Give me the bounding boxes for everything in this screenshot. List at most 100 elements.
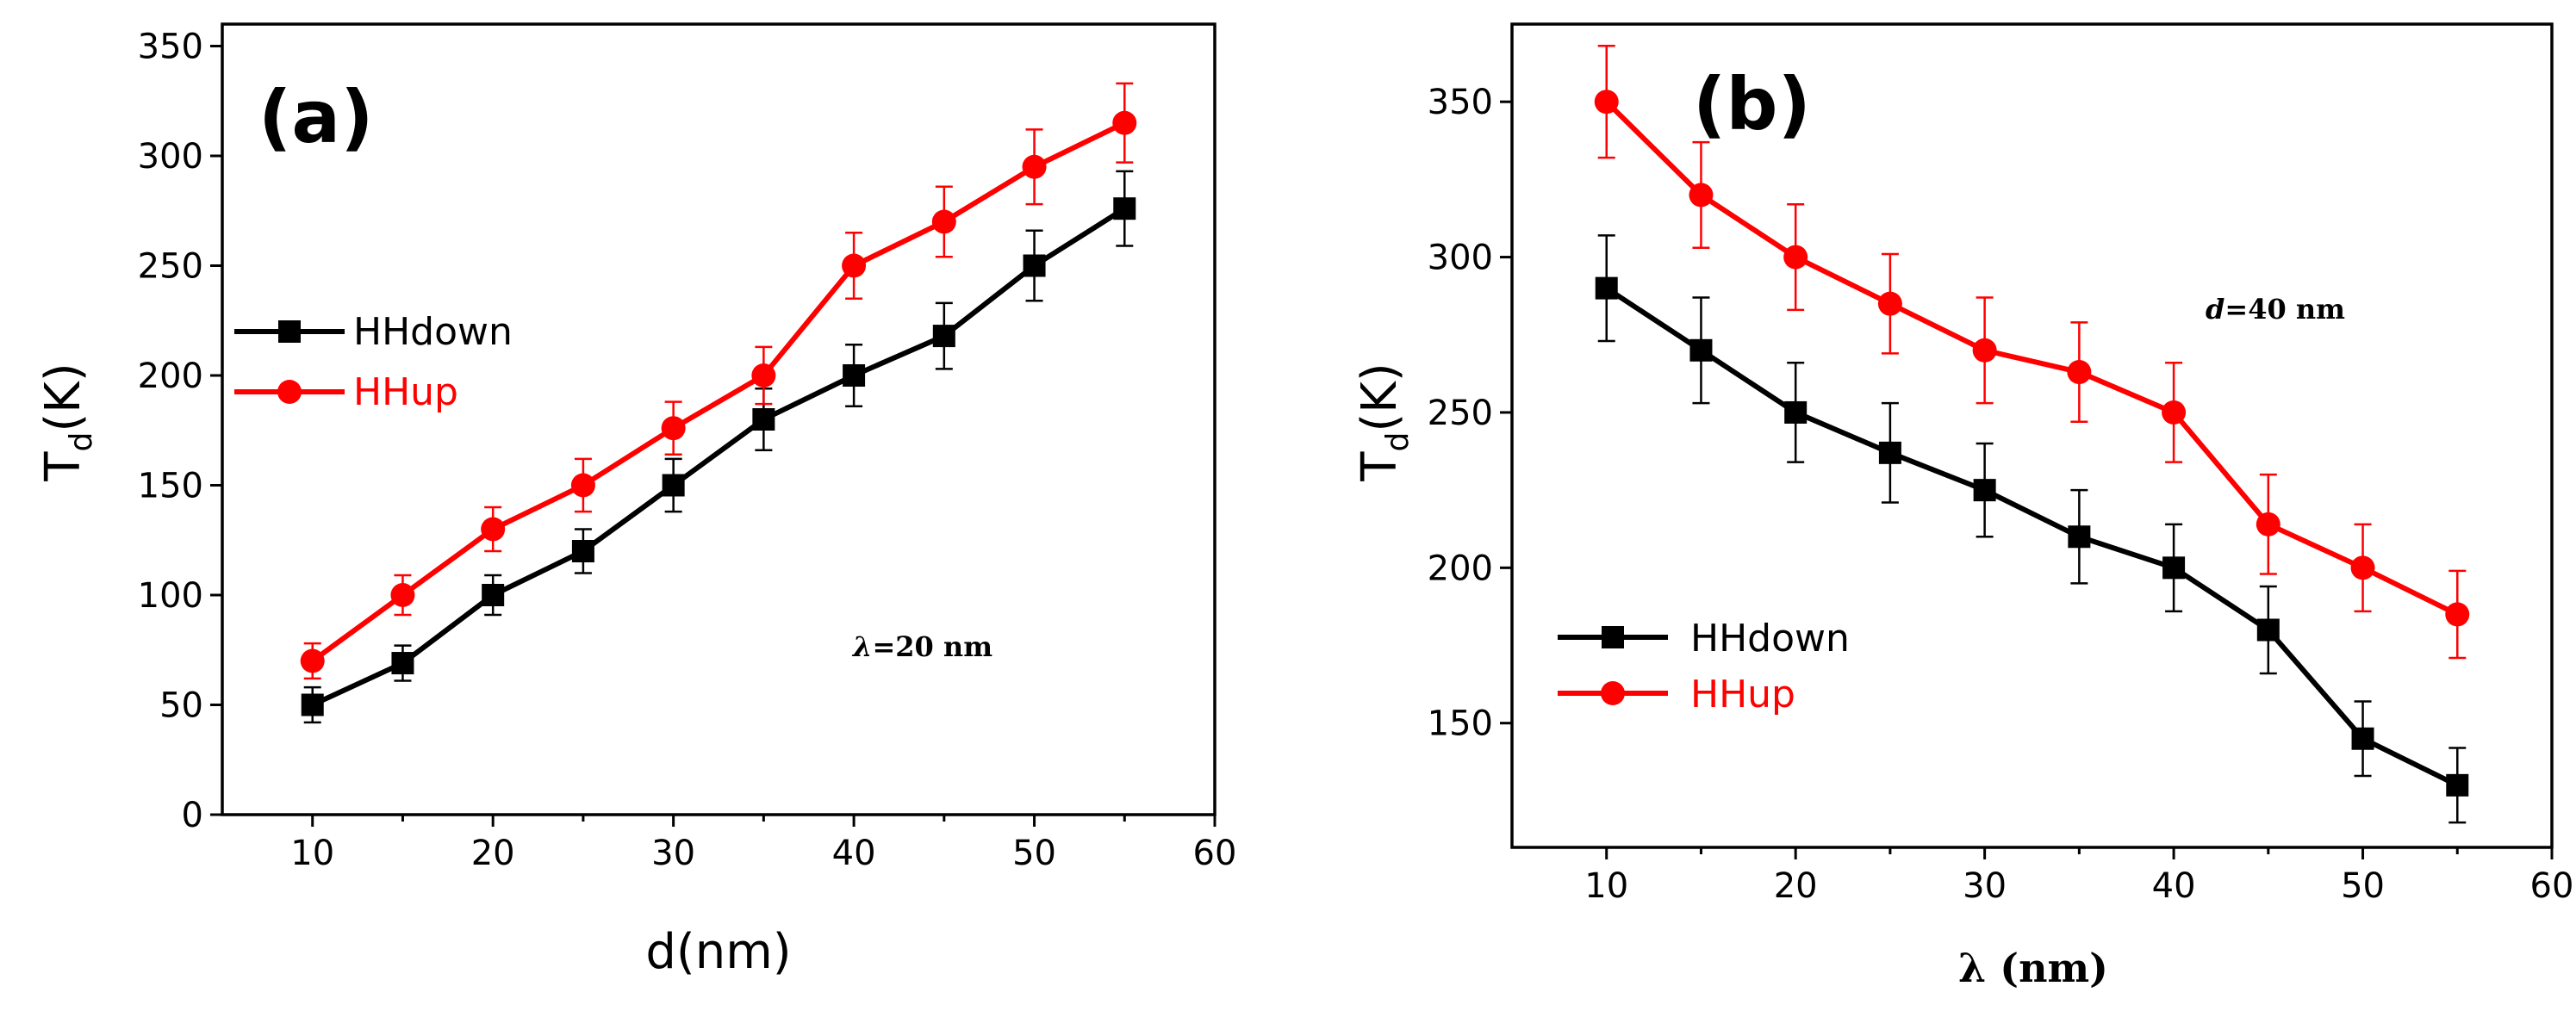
panel-b-legend-label-hhdown: HHdown — [1690, 617, 1850, 661]
panel-a-point-hhup-35 — [751, 363, 776, 388]
panel-a-legend: HHdown HHup — [234, 310, 513, 414]
panel-a-xtick-label-50: 50 — [1012, 834, 1056, 873]
panel-b-point-hhup-55 — [2445, 602, 2470, 627]
panel-a-point-hhdown-55 — [1113, 197, 1136, 220]
panel-a-point-hhup-40 — [842, 253, 867, 278]
panel-b-ytick-label-200: 200 — [1428, 549, 1493, 588]
panel-a-point-hhup-15 — [390, 583, 415, 607]
panel-a-ytick-label-0: 0 — [182, 796, 203, 835]
panel-a-line-hhup — [310, 121, 1126, 663]
panel-a-point-hhdown-25 — [571, 540, 594, 562]
panel-a-point-hhdown-10 — [301, 693, 324, 716]
panel-b-point-hhup-15 — [1689, 183, 1714, 208]
panel-a-annotation-text: =20 nm — [872, 630, 992, 663]
panel-a-point-hhdown-40 — [843, 364, 866, 387]
panel-b-ylabel-sub: d — [1380, 432, 1416, 452]
panel-a-xlabel: d(nm) — [645, 924, 791, 980]
panel-a-point-hhup-25 — [570, 473, 595, 498]
panel-a-point-hhdown-50 — [1023, 254, 1046, 277]
panel-a-legend-label-hhdown: HHdown — [353, 310, 513, 354]
panel-b-xtick-label-60: 60 — [2530, 866, 2574, 906]
panel-a-point-hhdown-35 — [752, 408, 775, 431]
panel-a-ytick-label-50: 50 — [159, 686, 203, 726]
panel-b-xtick-label-50: 50 — [2341, 866, 2385, 906]
panel-a-point-hhup-10 — [300, 648, 325, 673]
panel-b-annotation: d=40 nm — [2206, 293, 2345, 326]
panel-b-point-hhup-45 — [2256, 512, 2280, 537]
panel-b-xtick-label-40: 40 — [2152, 866, 2196, 906]
panel-a-point-hhup-20 — [481, 517, 506, 542]
panel-a-legend-marker-hhup — [277, 380, 302, 404]
panel-a-ytick-label-250: 250 — [138, 247, 203, 287]
panel-b-point-hhdown-25 — [1878, 441, 1901, 464]
panel-b-point-hhdown-55 — [2446, 773, 2469, 797]
panel-b-point-hhup-35 — [2067, 360, 2092, 385]
panel-b-point-hhdown-15 — [1689, 338, 1713, 362]
panel-a-point-hhdown-45 — [932, 325, 955, 348]
panel-a-ytick-label-200: 200 — [138, 357, 203, 396]
panel-b-point-hhdown-40 — [2162, 556, 2186, 580]
panel-a-xtick-label-60: 60 — [1193, 834, 1237, 873]
panel-b-ylabel-main: T — [1352, 451, 1408, 482]
panel-b-series — [1594, 45, 2470, 824]
panel-b-legend: HHdown HHup — [1558, 617, 1850, 716]
panel-a-point-hhdown-30 — [662, 474, 685, 497]
panel-b-point-hhdown-10 — [1595, 276, 1618, 300]
panel-a-ylabel-main: T — [35, 451, 91, 482]
panel-b-point-hhdown-50 — [2351, 727, 2374, 750]
panel-b-point-hhup-50 — [2350, 555, 2375, 580]
panel-a-point-hhup-45 — [931, 209, 956, 234]
panel-a-xtick-label-40: 40 — [832, 834, 876, 873]
panel-a-line-hhdown — [311, 206, 1126, 708]
panel-b-ytick-label-350: 350 — [1428, 83, 1493, 122]
panel-b-point-hhup-10 — [1594, 90, 1619, 115]
panel-a-ytick-label-100: 100 — [138, 576, 203, 616]
panel-b-label: (b) — [1693, 62, 1811, 146]
panel-b-ytick-label-150: 150 — [1428, 704, 1493, 744]
panel-a: 10 20 30 40 50 60 0 50 100 150 200 250 300 350 (a) λ=… — [35, 22, 1237, 980]
panel-b-ytick-label-250: 250 — [1428, 394, 1493, 433]
panel-a-point-hhup-55 — [1112, 110, 1137, 135]
panel-a-ylabel-sub: d — [64, 432, 99, 452]
panel-b-point-hhup-25 — [1877, 291, 1902, 316]
panel-a-xtick-label-30: 30 — [651, 834, 695, 873]
panel-a-ytick-label-300: 300 — [138, 137, 203, 177]
panel-a-point-hhdown-20 — [482, 584, 505, 606]
panel-a-ytick-label-150: 150 — [138, 467, 203, 506]
panel-b-ticks: 10 20 30 40 50 60 150 200 250 300 350 — [1428, 83, 2574, 906]
panel-b-point-hhup-40 — [2162, 400, 2187, 425]
panel-a-series — [300, 82, 1137, 724]
panel-b-point-hhdown-35 — [2068, 525, 2091, 549]
panel-b-point-hhup-20 — [1783, 245, 1808, 270]
panel-b-point-hhdown-45 — [2256, 618, 2280, 642]
panel-b-legend-marker-hhup — [1601, 681, 1625, 705]
panel-a-ylabel: Td(K) — [35, 363, 99, 482]
panel-b-line-hhup — [1604, 100, 2459, 617]
panel-b-ylabel-unit: (K) — [1352, 363, 1408, 431]
panel-b-point-hhdown-30 — [1973, 479, 1996, 502]
panel-b-annotation-text: =40 nm — [2224, 293, 2345, 326]
panel-b-ytick-label-300: 300 — [1428, 239, 1493, 278]
panel-b-point-hhup-30 — [1972, 338, 1997, 363]
panel-a-ticks: 10 20 30 40 50 60 0 50 100 150 200 250 300 350 — [138, 28, 1237, 874]
panel-b-point-hhdown-20 — [1784, 400, 1808, 424]
panel-a-ylabel-unit: (K) — [35, 363, 91, 431]
panel-a-point-hhdown-15 — [391, 652, 414, 675]
panel-a-annotation-symbol: λ — [851, 630, 872, 663]
panel-a-legend-marker-hhdown — [278, 320, 301, 343]
panel-a-xtick-label-20: 20 — [471, 834, 515, 873]
panel-a-legend-label-hhup: HHup — [353, 370, 458, 414]
panel-a-label: (a) — [258, 75, 373, 159]
panel-b-annotation-symbol: d — [2206, 293, 2224, 326]
panel-a-ytick-label-350: 350 — [138, 28, 203, 67]
panel-a-point-hhup-50 — [1022, 154, 1047, 179]
panel-b-xlabel: λ (nm) — [1958, 945, 2108, 991]
panel-b-xtick-label-30: 30 — [1963, 866, 2007, 906]
panel-a-annotation: λ=20 nm — [851, 630, 992, 663]
panel-a-xtick-label-10: 10 — [290, 834, 334, 873]
panel-b-frame — [1510, 22, 2554, 849]
panel-a-point-hhup-30 — [661, 416, 686, 441]
panel-a-frame — [221, 22, 1216, 816]
